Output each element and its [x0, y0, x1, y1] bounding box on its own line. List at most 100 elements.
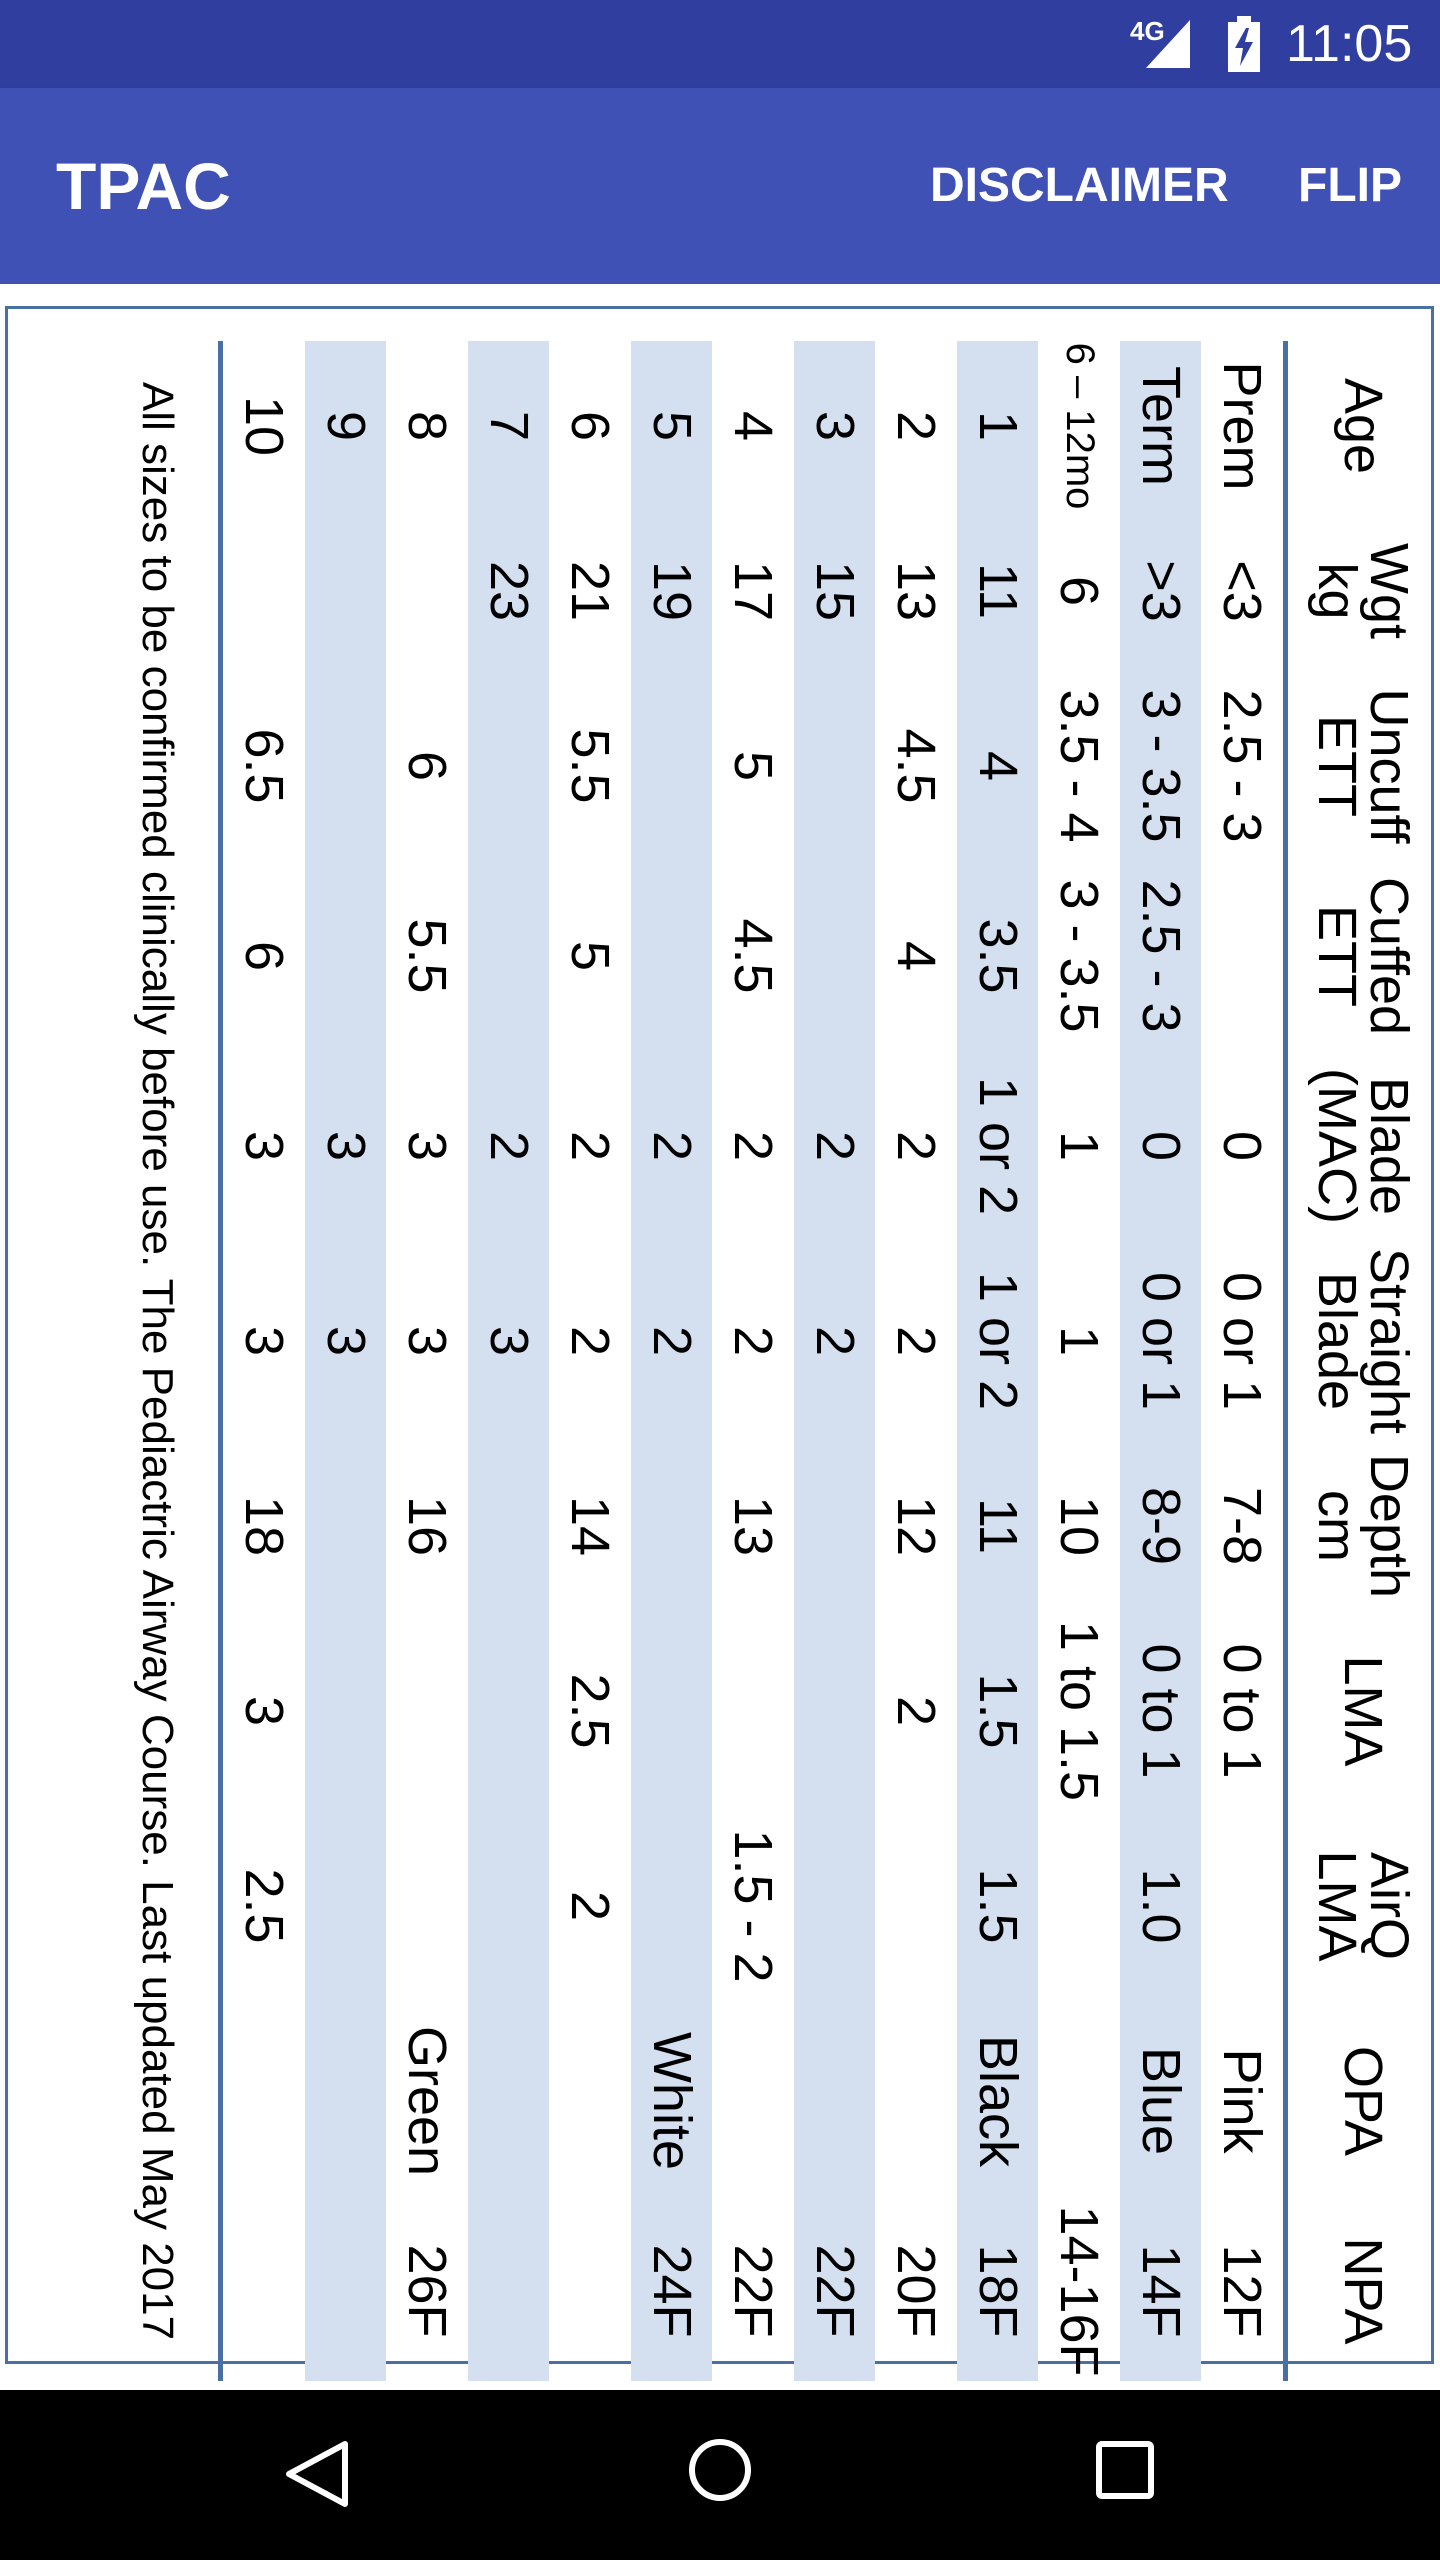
table-cell: 15 [793, 511, 876, 671]
table-cell [549, 2201, 630, 2381]
network-type: 4G [1130, 16, 1165, 46]
table-cell: 4 [723, 410, 784, 442]
column-header: Wgt kg [1285, 511, 1438, 671]
table-cell: 14F [1119, 2201, 1202, 2381]
table-cell [793, 2001, 876, 2201]
table-cell: 14-16F [1049, 2205, 1110, 2377]
table-cell [467, 861, 550, 1051]
column-header-label: Cuffed [1359, 876, 1419, 1036]
table-cell: 18F [956, 2201, 1039, 2381]
table-cell: >3 [1119, 511, 1202, 671]
column-header: NPA [1285, 2201, 1438, 2381]
table-cell: 12F [1212, 2244, 1273, 2338]
home-icon[interactable] [688, 2438, 752, 2502]
table-cell [630, 861, 713, 1051]
content-area[interactable]: Age Wgt kg Uncuff ETT Cuffed ETT Blade (MAC) Stra… [0, 284, 1440, 2390]
column-header-label: ETT [1307, 715, 1367, 817]
table-cell [1038, 1811, 1119, 2001]
table-cell: 10 [220, 341, 305, 511]
table-cell: 11 [956, 511, 1039, 671]
column-header-label: AirQ [1359, 1852, 1419, 1960]
table-cell: 1 [1049, 1130, 1110, 1162]
table-cell: 2 [630, 1051, 713, 1241]
table-cell [304, 1811, 387, 2001]
table-cell: 3 [397, 1325, 458, 1357]
table-cell: 3.5 [956, 861, 1039, 1051]
column-header-label: cm [1307, 1490, 1367, 1562]
column-header-label: ETT [1307, 905, 1367, 1007]
table-cell [467, 1611, 550, 1811]
disclaimer-button[interactable]: DISCLAIMER [930, 159, 1229, 212]
table-cell: 9 [304, 341, 387, 511]
table-cell [630, 671, 713, 861]
table-cell: 3 [304, 1241, 387, 1441]
table-row: 7 23 2 3 [467, 341, 550, 2381]
table-cell: 3.5 - 4 [1049, 689, 1110, 843]
table-cell [875, 2001, 956, 2201]
column-header-label: LMA [1333, 1655, 1393, 1767]
table-cell [712, 2001, 793, 2201]
table-row: 2 13 4.5 4 2 2 12 2 20F [875, 341, 956, 2381]
table-cell: 18 [220, 1441, 305, 1611]
table-cell: 2 [886, 1130, 947, 1162]
table-cell: 22F [793, 2201, 876, 2381]
column-header-label: OPA [1333, 2045, 1393, 2157]
column-header-label: Uncuff [1359, 688, 1419, 844]
table-cell: 0 to 1 [1119, 1611, 1202, 1811]
back-icon[interactable] [283, 2438, 351, 2510]
table-cell: 2 [560, 1325, 621, 1357]
flip-button[interactable]: FLIP [1298, 159, 1402, 212]
table-cell [220, 2201, 305, 2381]
rotated-chart: Age Wgt kg Uncuff ETT Cuffed ETT Blade (MAC) Stra… [18, 341, 1438, 2381]
table-cell: 5 [560, 940, 621, 972]
table-cell: 7 [467, 341, 550, 511]
table-cell: 6 [220, 861, 305, 1051]
table-cell: 0 to 1 [1212, 1643, 1273, 1779]
table-cell: 2 [723, 1130, 784, 1162]
table-row: 6 – 12mo 6 3.5 - 4 3 - 3.5 1 1 10 1 to 1.5 14-16… [1038, 341, 1119, 2381]
table-cell [386, 1811, 467, 2001]
navigation-bar [0, 2390, 1440, 2560]
table-cell: 3 [793, 341, 876, 511]
table-cell [304, 861, 387, 1051]
column-header: Cuffed ETT [1285, 861, 1438, 1051]
recents-icon[interactable] [1095, 2440, 1155, 2500]
column-header-label: LMA [1307, 1850, 1367, 1962]
status-bar: 4G 11:05 [0, 0, 1440, 88]
table-cell: 1.5 - 2 [723, 1829, 784, 1983]
table-cell: 2 [886, 1695, 947, 1727]
table-row: 4 17 5 4.5 2 2 13 1.5 - 2 22F [712, 341, 793, 2381]
table-header-row: Age Wgt kg Uncuff ETT Cuffed ETT Blade (MAC) Stra… [1285, 341, 1438, 2381]
column-header-label: Blade [1307, 1271, 1367, 1411]
table-cell: 3 [220, 1051, 305, 1241]
table-cell: 10 [1049, 1495, 1110, 1557]
table-row: 5 19 2 2 White 24F [630, 341, 713, 2381]
table-row: 6 21 5.5 5 2 2 14 2.5 2 [549, 341, 630, 2381]
table-cell [304, 511, 387, 671]
table-cell [304, 1611, 387, 1811]
table-cell [875, 1811, 956, 2001]
airway-chart: Age Wgt kg Uncuff ETT Cuffed ETT Blade (MAC) Stra… [5, 306, 1438, 2381]
table-cell: 2 [793, 1051, 876, 1241]
table-cell: 1.5 [956, 1811, 1039, 2001]
column-header: Uncuff ETT [1285, 671, 1438, 861]
table-cell: 17 [723, 560, 784, 622]
table-cell [386, 1611, 467, 1811]
table-cell: 13 [723, 1495, 784, 1557]
table-cell: 3 [397, 1130, 458, 1162]
table-cell [630, 1441, 713, 1611]
column-header-label: Wgt [1359, 542, 1419, 639]
table-cell: <3 [1212, 560, 1273, 622]
table-cell: 2 [723, 1325, 784, 1357]
table-row: 3 15 2 2 22F [793, 341, 876, 2381]
table-cell [793, 861, 876, 1051]
column-header: Age [1285, 341, 1438, 511]
table-cell: 3 [467, 1241, 550, 1441]
table-cell: 2 [886, 1325, 947, 1357]
table-cell: Black [956, 2001, 1039, 2201]
table-cell [712, 1611, 793, 1811]
table-cell [1201, 1811, 1285, 2001]
